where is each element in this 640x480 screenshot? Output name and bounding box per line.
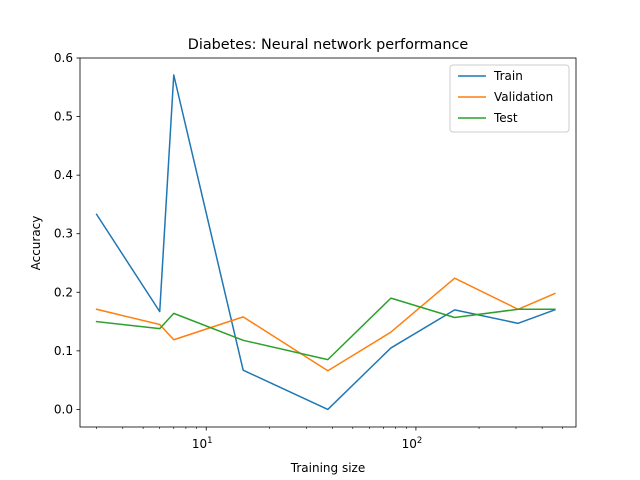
axes-frame — [79, 57, 577, 428]
x-axis-label: Training size — [290, 461, 365, 475]
legend-label-validation: Validation — [494, 90, 553, 104]
y-tick-label: 0.3 — [54, 227, 73, 241]
legend: Train Validation Test — [449, 64, 570, 133]
y-tick-label: 0.6 — [54, 51, 73, 65]
y-axis-label: Accuracy — [29, 216, 43, 271]
y-tick-label: 0.1 — [54, 344, 73, 358]
series-line-train — [95, 74, 556, 411]
series-line-test — [95, 297, 556, 361]
y-tick-label: 0.5 — [54, 110, 73, 124]
x-tick-label: 102 — [402, 436, 423, 451]
plot-area: 0.0 0.1 0.2 0.3 0.4 0.5 0.6 101 102 — [54, 51, 577, 451]
y-tick-label: 0.0 — [54, 402, 73, 416]
y-tick-label: 0.4 — [54, 168, 73, 182]
legend-label-test: Test — [493, 111, 518, 125]
y-tick-label: 0.2 — [54, 285, 73, 299]
legend-label-train: Train — [493, 69, 523, 83]
legend-box — [449, 64, 570, 133]
chart-title: Diabetes: Neural network performance — [188, 37, 469, 53]
x-tick-label: 101 — [192, 436, 213, 451]
series-line-validation — [95, 277, 556, 372]
